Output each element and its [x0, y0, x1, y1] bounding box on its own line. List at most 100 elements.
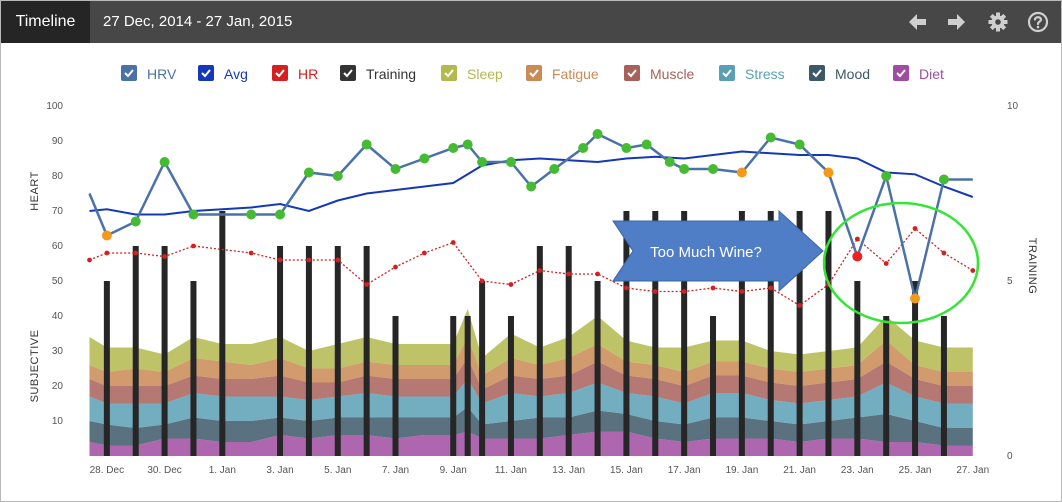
training-bar: [940, 316, 947, 456]
training-bar: [681, 211, 688, 456]
legend-label-fatigue: Fatigue: [552, 66, 599, 82]
avg-series-line: [89, 150, 974, 216]
hrv-point: [736, 167, 747, 178]
legend-label-hrv: HRV: [147, 66, 177, 82]
hrv-point: [448, 143, 459, 153]
next-arrow-icon[interactable]: [946, 11, 968, 33]
hr-point: [797, 303, 803, 308]
left-axis-title-subjective: SUBJECTIVE: [29, 330, 41, 403]
legend-label-stress: Stress: [745, 66, 785, 82]
x-axis-tick-label: 11. Jan: [495, 465, 527, 476]
date-range-label[interactable]: 27 Dec, 2014 - 27 Jan, 2015: [103, 13, 293, 30]
left-axis-tick-label: 100: [46, 101, 63, 112]
hrv-point: [477, 157, 488, 167]
hrv-point: [708, 164, 719, 174]
x-axis-tick-label: 30. Dec: [147, 465, 181, 476]
hrv-point: [390, 164, 401, 174]
legend-checkbox-hr[interactable]: [272, 65, 288, 81]
hr-point: [450, 240, 456, 245]
hr-point: [854, 236, 860, 242]
prev-arrow-icon[interactable]: [906, 11, 928, 33]
training-bar: [594, 281, 601, 456]
legend-label-training: Training: [366, 66, 417, 82]
gear-icon[interactable]: [987, 11, 1009, 33]
training-bar: [912, 281, 919, 456]
legend-checkbox-mood[interactable]: [809, 65, 825, 81]
hrv-point: [246, 209, 257, 220]
legend-label-muscle: Muscle: [650, 66, 695, 82]
hrv-point: [505, 157, 516, 167]
hrv-point: [188, 209, 199, 220]
training-bar: [479, 281, 486, 456]
training-bar: [825, 211, 832, 456]
hrv-point: [101, 230, 112, 241]
timeline-tab[interactable]: Timeline: [1, 1, 90, 43]
left-axis-tick-label: 40: [52, 311, 64, 322]
left-axis-tick-label: 20: [52, 381, 64, 392]
hr-point: [479, 278, 485, 284]
hr-point: [248, 250, 254, 256]
legend-checkbox-stress[interactable]: [719, 65, 735, 81]
left-axis-tick-label: 10: [52, 416, 64, 427]
legend-checkbox-muscle[interactable]: [624, 65, 640, 81]
help-icon[interactable]: [1027, 11, 1049, 33]
hr-point: [87, 257, 92, 263]
hr-point: [508, 282, 514, 287]
training-bar: [132, 246, 139, 456]
x-axis-tick-label: 15. Jan: [610, 465, 643, 476]
legend-checkbox-training[interactable]: [340, 65, 356, 81]
hr-point: [133, 250, 139, 256]
hrv-point: [159, 157, 170, 167]
legend-checkbox-sleep[interactable]: [441, 65, 457, 81]
hrv-point: [332, 171, 343, 181]
training-bar: [190, 281, 197, 456]
training-bar: [796, 211, 803, 456]
hr-point: [421, 250, 427, 256]
hr-point: [941, 250, 947, 256]
hrv-point: [130, 216, 141, 227]
highlight-ellipse: [822, 201, 980, 325]
hr-point: [306, 257, 312, 263]
x-axis-tick-label: 13. Jan: [552, 465, 585, 476]
hr-point: [768, 285, 774, 291]
hr-point: [883, 261, 889, 266]
hrv-point: [549, 164, 560, 174]
left-axis-tick-label: 30: [52, 346, 64, 357]
hrv-point: [823, 167, 834, 178]
hr-point: [104, 250, 110, 256]
legend-checkbox-hrv[interactable]: [121, 65, 137, 81]
left-axis-tick-label: 50: [52, 276, 64, 287]
hr-point: [162, 254, 167, 259]
hr-point: [566, 271, 572, 277]
x-axis-tick-label: 25. Jan: [899, 465, 932, 476]
training-bar: [363, 246, 370, 456]
legend-checkbox-fatigue[interactable]: [526, 65, 542, 81]
hrv-point: [361, 139, 372, 150]
training-bar: [161, 246, 168, 456]
x-axis-tick-label: 1. Jan: [209, 465, 236, 476]
hr-point: [652, 289, 658, 294]
legend-label-sleep: Sleep: [467, 66, 503, 82]
x-axis-tick-label: 19. Jan: [725, 465, 758, 476]
hr-point: [970, 268, 976, 273]
left-axis-tick-label: 90: [52, 136, 64, 147]
right-axis-tick-label: 5: [1007, 276, 1013, 287]
hr-point: [681, 289, 687, 294]
training-bar: [854, 281, 861, 456]
training-bar: [277, 246, 284, 456]
training-bar: [103, 281, 110, 456]
training-bar: [305, 246, 312, 456]
x-axis-tick-label: 7. Jan: [382, 465, 409, 476]
x-axis-tick-label: 17. Jan: [668, 465, 701, 476]
hrv-point: [852, 251, 863, 262]
hr-point: [710, 285, 716, 291]
left-axis-tick-label: 80: [52, 171, 64, 182]
right-axis-tick-label: 10: [1007, 101, 1019, 112]
hrv-point: [578, 143, 589, 153]
training-bar: [507, 316, 514, 456]
hrv-point: [679, 164, 690, 174]
legend-checkbox-avg[interactable]: [198, 65, 214, 81]
training-bar: [536, 246, 543, 456]
legend-checkbox-diet[interactable]: [893, 65, 909, 81]
